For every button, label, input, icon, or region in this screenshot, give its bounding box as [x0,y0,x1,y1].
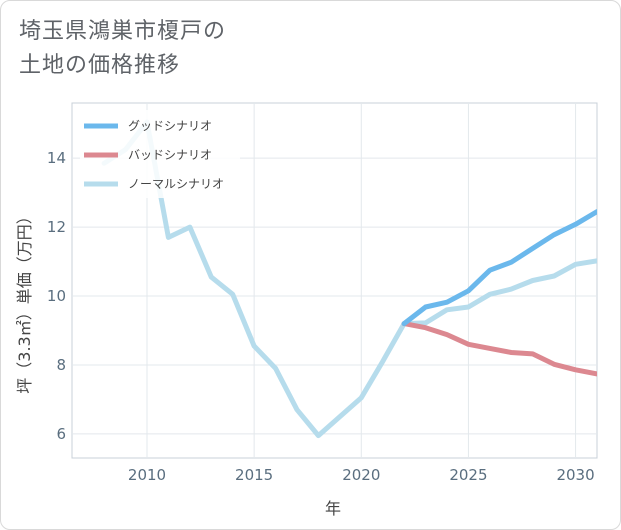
y-tick-label: 14 [47,149,66,167]
series-line-1 [401,321,597,377]
x-tick-label: 2015 [235,466,273,484]
y-axis-label: 坪（3.3㎡）単価（万円） [15,208,34,393]
x-tick-label: 2030 [556,466,594,484]
legend-label: グッドシナリオ [128,119,212,133]
legend-label: ノーマルシナリオ [128,177,224,191]
y-tick-label: 6 [56,425,66,443]
chart-title: 埼玉県鴻巣市榎戸の 土地の価格推移 [19,19,227,78]
axis-ticks: 2010 2015 2020 2025 2030 6 8 10 12 14 [47,149,595,484]
series-line-2 [101,119,597,439]
x-tick-label: 2025 [449,466,487,484]
y-tick-label: 10 [47,287,66,305]
x-tick-label: 2010 [128,466,166,484]
y-tick-label: 8 [56,356,66,374]
series-line-0 [401,209,597,327]
y-tick-label: 12 [47,218,66,236]
series-lines [101,119,597,439]
legend-label: バッドシナリオ [128,148,212,162]
x-axis-label: 年 [325,499,341,518]
x-tick-label: 2020 [342,466,380,484]
